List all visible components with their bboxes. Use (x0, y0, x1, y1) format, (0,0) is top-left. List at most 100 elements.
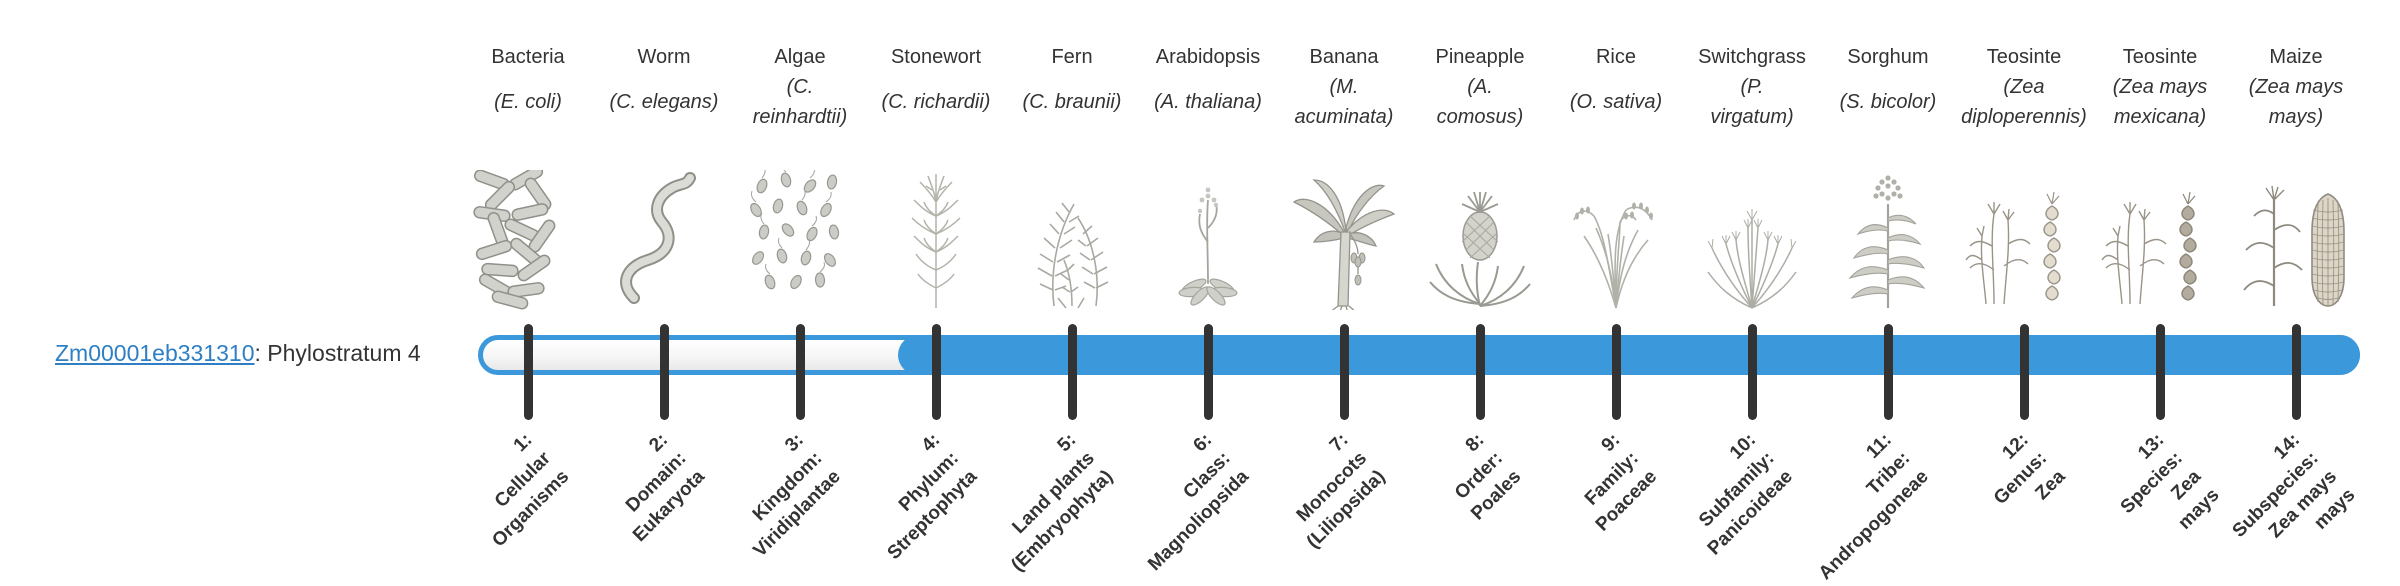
organism-iconbox (1825, 170, 1951, 310)
gene-link[interactable]: Zm00001eb331310 (55, 340, 255, 366)
organism-scientific-name-line: mexicana) (2113, 106, 2207, 128)
bacteria-icon (465, 170, 591, 310)
worm-icon (601, 170, 727, 310)
organism-column: Arabidopsis (A. thaliana) (1140, 42, 1276, 310)
organism-scientific-name: (Zea mays mays) (2249, 72, 2343, 132)
organism-scientific-name-line: (A. (1467, 76, 1493, 98)
organism-common-name: Teosinte (1986, 46, 2062, 68)
organism-scientific-name: (P. virgatum) (1710, 72, 1793, 132)
organism-common-name: Sorghum (1847, 46, 1929, 68)
stratum-tick (659, 324, 669, 420)
organism-column: Pineapple (A. comosus) (1412, 42, 1548, 310)
organism-scientific-name-line: reinhardtii) (752, 106, 848, 128)
organism-iconbox (1689, 170, 1815, 310)
organism-scientific-name-line: (E. coli) (494, 91, 562, 113)
organism-scientific-name: (E. coli) (494, 72, 562, 132)
timeline-fill (898, 335, 2360, 375)
organism-scientific-name: (C. richardii) (882, 72, 991, 132)
stratum-tick (1203, 324, 1213, 420)
organism-common-name: Fern (1051, 46, 1093, 68)
organism-scientific-name: (Zea diploperennis) (1961, 72, 2087, 132)
organism-common-name: Maize (2269, 46, 2323, 68)
switchgrass-icon (1689, 170, 1815, 310)
organism-common-name: Switchgrass (1698, 46, 1806, 68)
gene-stratum-text: : Phylostratum 4 (254, 340, 421, 366)
stratum-tick (1339, 324, 1349, 420)
stratum-label: 9: Family: Poaceae (1580, 429, 1662, 536)
organism-column: Fern (C. braunii) (1004, 42, 1140, 310)
stratum-tick (1067, 324, 1077, 420)
organism-scientific-name: (C. elegans) (610, 72, 719, 132)
organism-iconbox (1009, 170, 1135, 310)
stratum-tick (1475, 324, 1485, 420)
organism-scientific-name-line: (A. thaliana) (1154, 91, 1262, 113)
organism-common-name: Banana (1309, 46, 1379, 68)
organism-column: Teosinte (Zea diploperennis) (1956, 42, 2092, 310)
organism-scientific-name-line: (S. bicolor) (1839, 91, 1937, 113)
organism-column: Sorghum (S. bicolor) (1820, 42, 1956, 310)
organism-scientific-name: (Zea mays mexicana) (2113, 72, 2207, 132)
organism-column: Bacteria (E. coli) (460, 42, 596, 310)
organism-common-name: Arabidopsis (1155, 46, 1261, 68)
stratum-label: 14: Subspecies: Zea mays mays (2228, 429, 2360, 543)
organism-column: Maize (Zea mays mays) (2228, 42, 2364, 310)
organism-iconbox (1145, 170, 1271, 310)
stratum-tick (1883, 324, 1893, 420)
organism-scientific-name-line: (M. (1329, 76, 1359, 98)
organism-iconbox (1553, 170, 1679, 310)
organism-iconbox (1281, 170, 1407, 310)
pineapple-icon (1417, 170, 1543, 310)
teosinte-mexicana-icon (2097, 170, 2223, 310)
stratum-tick (2291, 324, 2301, 420)
organism-scientific-name-line: diploperennis) (1961, 106, 2087, 128)
stratum-label: 3: Kingdom: Viridiplantae (749, 429, 846, 562)
stratum-label: 1: Cellular Organisms (487, 429, 574, 552)
organism-scientific-name-line: (C. braunii) (1022, 91, 1122, 113)
rice-icon (1553, 170, 1679, 310)
organism-iconbox (873, 170, 999, 310)
organism-scientific-name-line: (Zea (2003, 76, 2045, 98)
arabidopsis-icon (1145, 170, 1271, 310)
sorghum-icon (1825, 170, 1951, 310)
organism-scientific-name-line: (Zea mays (2248, 76, 2344, 98)
organism-common-name: Teosinte (2122, 46, 2198, 68)
stratum-tick (931, 324, 941, 420)
algae-icon (737, 170, 863, 310)
organism-scientific-name-line: (P. (1740, 76, 1764, 98)
stonewort-icon (873, 170, 999, 310)
organism-iconbox (2233, 170, 2359, 310)
organism-common-name: Bacteria (491, 46, 565, 68)
organism-scientific-name-line: virgatum) (1710, 106, 1794, 128)
organism-iconbox (737, 170, 863, 310)
stratum-label: 7: Monocots (Liliopsida) (1292, 429, 1390, 553)
stratum-tick (1611, 324, 1621, 420)
organism-iconbox (1961, 170, 2087, 310)
organism-scientific-name-line: (O. sativa) (1569, 91, 1663, 113)
organism-scientific-name: (S. bicolor) (1840, 72, 1937, 132)
organism-scientific-name-line: mays) (2268, 106, 2324, 128)
organism-column: Rice (O. sativa) (1548, 42, 1684, 310)
stratum-tick (1747, 324, 1757, 420)
organism-column: Stonewort (C. richardii) (868, 42, 1004, 310)
teosinte-diploperennis-icon (1961, 170, 2087, 310)
organism-common-name: Algae (774, 46, 826, 68)
organism-common-name: Rice (1595, 46, 1636, 68)
organism-scientific-name-line: (C. elegans) (609, 91, 719, 113)
organism-common-name: Stonewort (890, 46, 982, 68)
organism-scientific-name-line: (Zea mays (2112, 76, 2208, 98)
stratum-label: 10: Subfamily: Panicoideae (1695, 429, 1798, 560)
stratum-tick (2155, 324, 2165, 420)
organism-iconbox (465, 170, 591, 310)
organism-scientific-name: (C. braunii) (1023, 72, 1122, 132)
organism-iconbox (1417, 170, 1543, 310)
stratum-tick (795, 324, 805, 420)
organism-iconbox (2097, 170, 2223, 310)
stratum-label: 4: Phylum: Streptophyta (883, 429, 982, 564)
stratum-label: 6: Class: Magnoliopsida (1144, 429, 1254, 576)
organism-scientific-name: (M. acuminata) (1295, 72, 1394, 132)
organism-common-name: Pineapple (1435, 46, 1525, 68)
maize-icon (2233, 170, 2359, 310)
organism-iconbox (601, 170, 727, 310)
gene-label: Zm00001eb331310: Phylostratum 4 (55, 338, 421, 368)
